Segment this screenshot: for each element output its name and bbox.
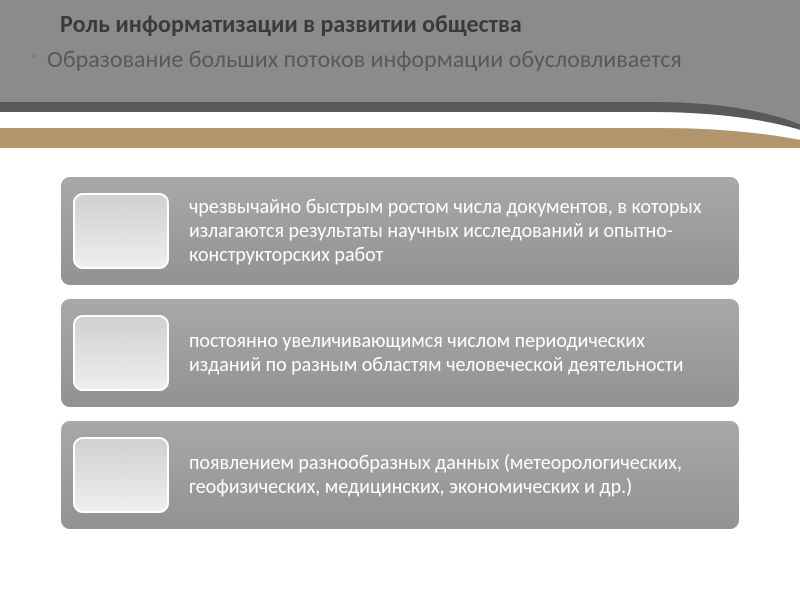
item-thumb — [73, 315, 169, 391]
subtitle-row: * Образование больших потоков информации… — [30, 45, 800, 75]
list-item: чрезвычайно быстрым ростом числа докумен… — [60, 176, 740, 286]
items-list: чрезвычайно быстрым ростом числа докумен… — [0, 158, 800, 530]
item-thumb — [73, 193, 169, 269]
page-title: Роль информатизации в развитии общества — [30, 10, 800, 39]
item-text: появлением разнообразных данных (метеоро… — [189, 451, 721, 499]
page-subtitle: Образование больших потоков информации о… — [47, 45, 770, 75]
list-item: появлением разнообразных данных (метеоро… — [60, 420, 740, 530]
item-text: постоянно увеличивающимся числом периоди… — [189, 329, 721, 377]
header: Роль информатизации в развитии общества … — [0, 0, 800, 158]
bullet-icon: * — [30, 49, 39, 72]
item-thumb — [73, 437, 169, 513]
item-text: чрезвычайно быстрым ростом числа докумен… — [189, 195, 721, 267]
list-item: постоянно увеличивающимся числом периоди… — [60, 298, 740, 408]
